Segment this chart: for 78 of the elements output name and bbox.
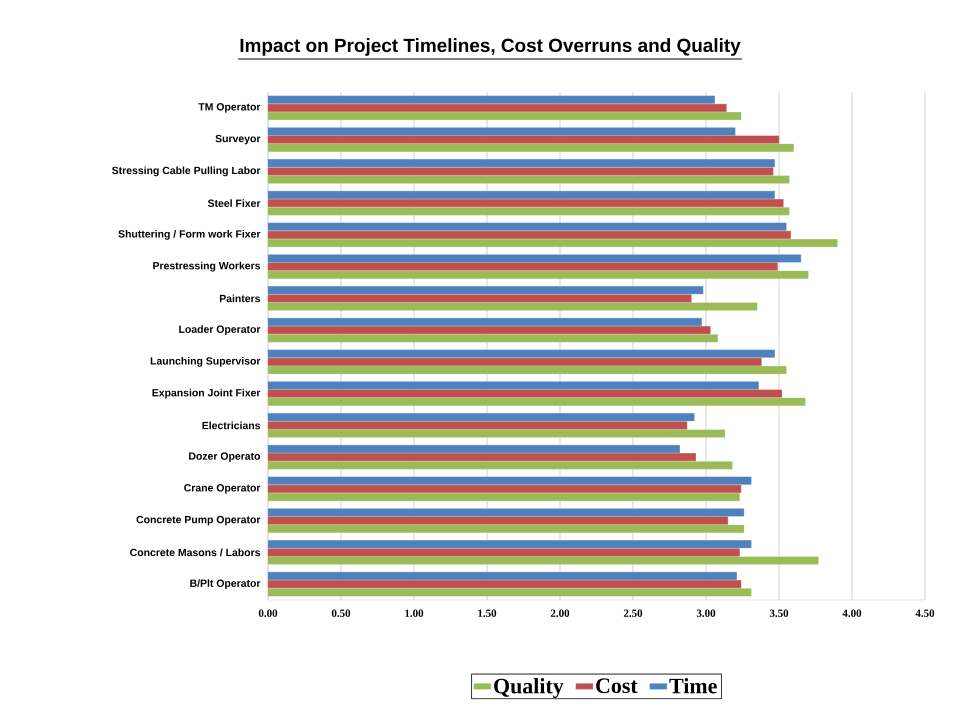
bar	[268, 524, 744, 533]
bar	[268, 239, 838, 248]
x-tick-label: 2.50	[624, 610, 642, 617]
bar	[268, 318, 702, 326]
bar	[268, 326, 711, 334]
bar	[268, 286, 704, 294]
bar	[268, 476, 752, 485]
bar	[268, 398, 806, 406]
bar	[268, 262, 778, 271]
bar	[268, 167, 774, 176]
y-tick-label: Concrete Pump Operator	[136, 516, 260, 526]
bar	[268, 413, 695, 422]
bar	[268, 144, 794, 152]
y-tick-label: Steel Fixer	[208, 199, 260, 207]
x-tick-label: 1.50	[478, 610, 496, 617]
bar	[268, 302, 758, 311]
bar	[268, 508, 744, 516]
bar	[268, 540, 752, 548]
bar	[268, 207, 790, 216]
chart-title: Impact on Project Timelines, Cost Overruns and Quality	[240, 38, 741, 56]
bar	[268, 390, 782, 398]
bar	[268, 484, 742, 493]
bar	[268, 548, 740, 556]
bar	[268, 190, 775, 199]
bar	[268, 366, 787, 374]
x-tick-label: 0.50	[332, 610, 350, 617]
x-tick-label: 1.00	[405, 610, 424, 617]
y-tick-label: Painters	[220, 294, 260, 302]
x-tick-label: 3.50	[770, 610, 788, 617]
bar	[268, 104, 727, 112]
bar	[268, 176, 790, 184]
legend-label: Cost	[596, 678, 638, 694]
legend-label: Time	[669, 678, 717, 694]
y-tick-label: Dozer Operato	[189, 452, 260, 462]
x-tick-label: 2.00	[550, 610, 570, 617]
bar	[268, 230, 791, 239]
bar	[268, 159, 775, 168]
y-tick-label: Expansion Joint Fixer	[152, 388, 260, 398]
bar	[268, 358, 762, 366]
bar	[268, 516, 728, 525]
x-tick-label: 4.50	[916, 610, 934, 617]
bar	[268, 556, 819, 565]
y-tick-label: Launching Supervisor	[150, 356, 260, 367]
bar	[268, 453, 696, 462]
y-tick-label: Crane Operator	[184, 484, 260, 494]
bar	[268, 580, 742, 588]
bar	[268, 127, 736, 136]
y-tick-label: Loader Operator	[179, 325, 260, 335]
y-tick-label: Shuttering / Form work Fixer	[118, 230, 260, 240]
bar	[268, 96, 715, 104]
y-tick-label: Prestressing Workers	[153, 262, 260, 272]
y-tick-label: Electricians	[202, 422, 260, 430]
bar	[268, 461, 732, 470]
bar	[268, 294, 692, 302]
y-tick-label: TM Operator	[198, 103, 260, 113]
bar	[268, 430, 726, 438]
bar	[268, 136, 780, 144]
bar	[268, 588, 752, 596]
y-tick-label: Concrete Masons / Labors	[130, 548, 260, 556]
legend-label: Quality	[494, 678, 564, 698]
bar	[268, 270, 808, 279]
y-tick-label: Stressing Cable Pulling Labor	[112, 166, 260, 176]
bar	[268, 222, 787, 231]
bar	[268, 112, 742, 120]
bar	[268, 493, 740, 502]
bar	[268, 381, 759, 390]
bar	[268, 572, 737, 580]
bar	[268, 350, 775, 358]
bar	[268, 421, 688, 430]
bar	[268, 254, 802, 262]
x-tick-label: 0.00	[258, 610, 278, 617]
x-tick-label: 3.00	[696, 610, 716, 617]
x-tick-label: 4.00	[842, 610, 862, 617]
bar	[268, 334, 718, 342]
y-tick-label: B/Plt Operator	[190, 579, 260, 589]
bar	[268, 199, 784, 208]
y-tick-label: Surveyor	[215, 134, 260, 144]
bar	[268, 444, 680, 453]
